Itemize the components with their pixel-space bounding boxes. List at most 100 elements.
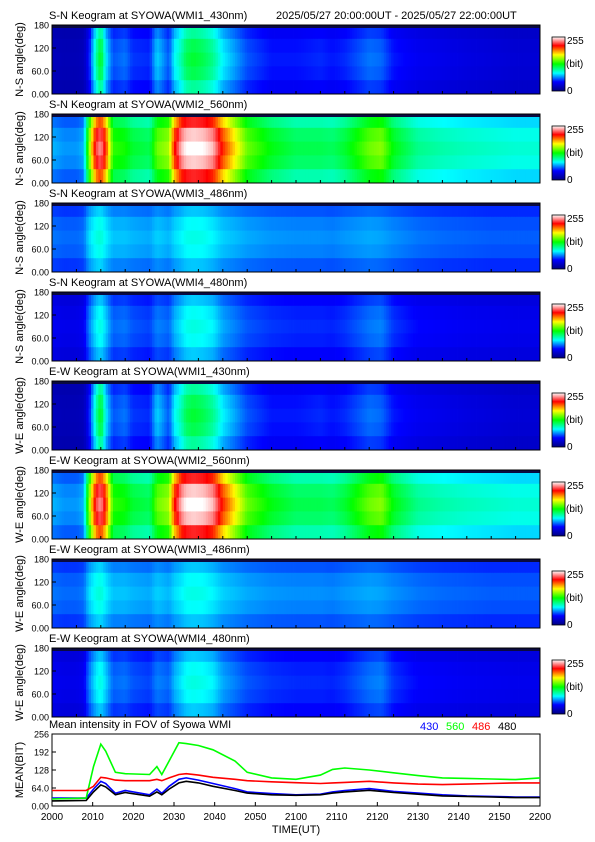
heatmap-cell bbox=[210, 230, 214, 245]
heatmap-cell bbox=[442, 422, 446, 437]
heatmap-cell bbox=[305, 52, 309, 67]
heatmap-cell bbox=[310, 230, 314, 245]
heatmap-cell bbox=[132, 408, 136, 423]
heatmap-cell bbox=[276, 216, 280, 231]
heatmap-cell bbox=[71, 347, 75, 362]
heatmap-cell bbox=[398, 216, 402, 231]
heatmap-cell bbox=[76, 216, 80, 231]
heatmap-cell bbox=[137, 66, 141, 81]
heatmap-cell bbox=[113, 203, 116, 218]
heatmap-cell bbox=[444, 436, 448, 451]
heatmap-cell bbox=[156, 422, 160, 437]
heatmap-cell bbox=[174, 408, 177, 423]
heatmap-cell bbox=[113, 52, 116, 67]
heatmap-cell bbox=[249, 319, 253, 334]
heatmap-cell bbox=[161, 347, 165, 362]
heatmap-cell bbox=[127, 52, 131, 67]
heatmap-cell bbox=[54, 258, 58, 273]
heatmap-cell bbox=[134, 381, 138, 396]
heatmap-cell bbox=[530, 333, 534, 348]
heatmap-cell bbox=[93, 141, 97, 156]
heatmap-cell bbox=[113, 258, 116, 273]
heatmap-cell bbox=[398, 436, 402, 451]
heatmap-cell bbox=[357, 319, 360, 334]
heatmap-cell bbox=[396, 169, 399, 184]
heatmap-cell bbox=[108, 230, 111, 245]
heatmap-cell bbox=[247, 436, 251, 451]
heatmap-cell bbox=[415, 66, 419, 81]
heatmap-cell bbox=[127, 155, 131, 170]
heatmap-cell bbox=[193, 436, 197, 451]
heatmap-cell bbox=[232, 258, 236, 273]
heatmap-cell bbox=[464, 244, 468, 259]
heatmap-cell bbox=[476, 127, 480, 142]
heatmap-cell bbox=[371, 305, 375, 320]
heatmap-cell bbox=[357, 66, 360, 81]
heatmap-cell bbox=[139, 333, 143, 348]
heatmap-cell bbox=[415, 155, 419, 170]
heatmap-cell bbox=[522, 127, 526, 142]
heatmap-cell bbox=[164, 52, 168, 67]
heatmap-cell bbox=[232, 155, 236, 170]
heatmap-cell bbox=[139, 230, 143, 245]
colorbar-max-label: 255 bbox=[567, 303, 584, 314]
heatmap-cell bbox=[286, 305, 290, 320]
heatmap-cell bbox=[149, 66, 153, 81]
heatmap-cell bbox=[166, 230, 170, 245]
heatmap-cell bbox=[271, 333, 275, 348]
heatmap-cell bbox=[452, 292, 455, 307]
heatmap-cell bbox=[422, 155, 426, 170]
heatmap-cell bbox=[254, 216, 258, 231]
heatmap-cell bbox=[176, 292, 180, 307]
heatmap-cell bbox=[313, 408, 316, 423]
heatmap-cell bbox=[181, 258, 185, 273]
heatmap-cell bbox=[103, 25, 107, 40]
heatmap-cell bbox=[525, 203, 529, 218]
heatmap-cell bbox=[78, 38, 82, 53]
heatmap-cell bbox=[178, 408, 182, 423]
heatmap-cell bbox=[296, 394, 299, 409]
heatmap-cell bbox=[198, 38, 202, 53]
heatmap-cell bbox=[203, 244, 207, 259]
heatmap-cell bbox=[237, 381, 241, 396]
heatmap-cell bbox=[339, 408, 343, 423]
heatmap-cell bbox=[171, 203, 175, 218]
heatmap-cell bbox=[83, 80, 87, 95]
heatmap-cell bbox=[510, 333, 514, 348]
heatmap-cell bbox=[393, 333, 397, 348]
heatmap-cell bbox=[469, 244, 473, 259]
heatmap-cell bbox=[259, 347, 263, 362]
heatmap-cell bbox=[217, 141, 221, 156]
heatmap-cell bbox=[408, 347, 412, 362]
heatmap-cell bbox=[400, 436, 404, 451]
heatmap-cell bbox=[403, 52, 407, 67]
heatmap-cell bbox=[396, 66, 399, 81]
heatmap-cell bbox=[205, 422, 209, 437]
heatmap-cell bbox=[164, 258, 168, 273]
heatmap-cell bbox=[130, 230, 133, 245]
heatmap-cell bbox=[186, 408, 190, 423]
heatmap-cell bbox=[274, 52, 277, 67]
heatmap-cell bbox=[349, 381, 353, 396]
heatmap-cell bbox=[73, 52, 77, 67]
heatmap-cell bbox=[266, 381, 270, 396]
heatmap-cell bbox=[359, 66, 363, 81]
heatmap-cell bbox=[166, 155, 170, 170]
heatmap-cell bbox=[247, 319, 251, 334]
heatmap-cell bbox=[400, 127, 404, 142]
heatmap-cell bbox=[393, 141, 397, 156]
heatmap-cell bbox=[488, 169, 492, 184]
heatmap-cell bbox=[457, 155, 460, 170]
heatmap-cell bbox=[479, 347, 482, 362]
heatmap-cell bbox=[208, 127, 211, 142]
heatmap-cell bbox=[73, 169, 77, 184]
heatmap-cell bbox=[244, 80, 248, 95]
heatmap-cell bbox=[505, 169, 509, 184]
heatmap-cell bbox=[496, 230, 499, 245]
heatmap-cell bbox=[371, 394, 375, 409]
heatmap-cell bbox=[120, 408, 124, 423]
heatmap-cell bbox=[403, 319, 407, 334]
heatmap-cell bbox=[281, 305, 285, 320]
heatmap-cell bbox=[347, 52, 351, 67]
heatmap-cell bbox=[108, 80, 111, 95]
